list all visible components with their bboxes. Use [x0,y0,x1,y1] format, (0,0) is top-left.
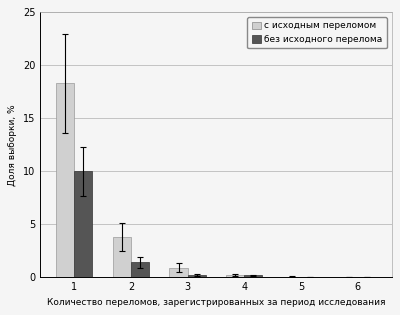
Bar [74,171,92,277]
X-axis label: Количество переломов, зарегистрированных за период исследования: Количество переломов, зарегистрированных… [47,298,385,307]
Bar [226,275,244,277]
Bar [170,268,188,277]
Bar [56,83,74,277]
Bar [113,237,131,277]
Y-axis label: Доля выборки, %: Доля выборки, % [8,104,17,186]
Bar [131,262,149,277]
Legend: с исходным переломом, без исходного перелома: с исходным переломом, без исходного пере… [247,17,387,49]
Bar [188,275,206,277]
Bar [244,275,262,277]
